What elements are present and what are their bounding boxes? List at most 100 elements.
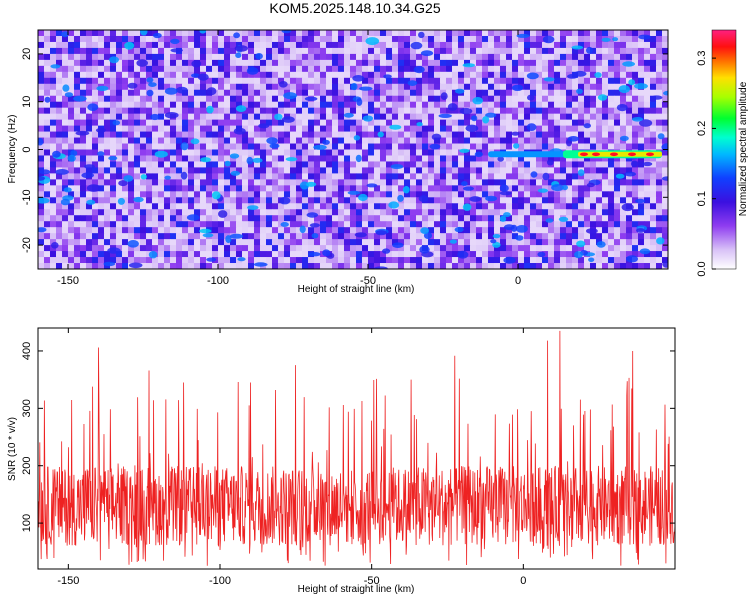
heatmap-cell <box>38 59 45 67</box>
heatmap-cell <box>374 101 381 109</box>
heatmap-cell <box>188 179 195 186</box>
heatmap-cell <box>248 95 255 103</box>
heatmap-cell <box>368 179 375 186</box>
heatmap-cell <box>296 215 303 222</box>
heatmap-cell <box>362 53 369 61</box>
heatmap-cell <box>110 107 117 115</box>
heatmap-cell <box>548 83 555 91</box>
heatmap-cell <box>212 59 219 67</box>
heatmap-cell <box>488 89 495 97</box>
heatmap-cell <box>434 35 441 43</box>
heatmap-cell <box>224 101 231 109</box>
heatmap-cell <box>122 221 129 228</box>
heatmap-cell <box>452 77 459 85</box>
heatmap-cell <box>644 77 651 85</box>
heatmap-cell <box>446 119 453 127</box>
heatmap-cell <box>338 251 345 258</box>
heatmap-cell <box>602 173 609 180</box>
heatmap-cell <box>152 203 159 210</box>
heatmap-cell <box>548 173 555 180</box>
heatmap-cell <box>194 263 201 269</box>
heatmap-cell <box>92 221 99 228</box>
heatmap-blob <box>499 184 509 192</box>
heatmap-cell <box>74 263 81 269</box>
heatmap-cell <box>218 149 225 156</box>
heatmap-cell <box>416 173 423 180</box>
heatmap-cell <box>248 137 255 144</box>
heatmap-cell <box>218 215 225 222</box>
heatmap-cell <box>254 35 261 43</box>
heatmap-cell <box>140 119 147 127</box>
heatmap-cell <box>536 71 543 79</box>
heatmap-cell <box>644 47 651 55</box>
heatmap-cell <box>614 227 621 234</box>
heatmap-cell <box>98 89 105 97</box>
heatmap-cell <box>56 251 63 258</box>
heatmap-cell <box>254 161 261 168</box>
heatmap-cell <box>458 113 465 121</box>
heatmap-cell <box>572 119 579 127</box>
heatmap-cell <box>332 149 339 156</box>
heatmap-cell <box>104 257 111 264</box>
heatmap-cell <box>392 47 399 55</box>
heatmap-cell <box>650 215 657 222</box>
heatmap-cell <box>572 47 579 55</box>
heatmap-cell <box>584 155 591 162</box>
heatmap-cell <box>146 125 153 132</box>
heatmap-cell <box>92 161 99 168</box>
heatmap-cell <box>86 203 93 210</box>
y-tick-label: 100 <box>21 514 33 532</box>
heatmap-cell <box>254 113 261 121</box>
heatmap-cell <box>224 167 231 174</box>
heatmap-cell <box>218 185 225 192</box>
heatmap-blob <box>454 226 464 233</box>
heatmap-cell <box>80 30 87 37</box>
heatmap-cell <box>518 71 525 79</box>
heatmap-cell <box>656 191 663 198</box>
heatmap-cell <box>116 131 123 138</box>
heatmap-cell <box>80 155 87 162</box>
heatmap-cell <box>332 203 339 210</box>
heatmap-cell <box>314 179 321 186</box>
heatmap-blob <box>630 160 638 168</box>
heatmap-cell <box>512 59 519 67</box>
heatmap-cell <box>596 65 603 73</box>
heatmap-cell <box>278 30 285 37</box>
heatmap-cell <box>266 77 273 85</box>
heatmap-cell <box>362 173 369 180</box>
heatmap-cell <box>554 173 561 180</box>
heatmap-cell <box>434 77 441 85</box>
heatmap-cell <box>200 167 207 174</box>
heatmap-cell <box>512 101 519 109</box>
heatmap-cell <box>260 113 267 121</box>
heatmap-cell <box>572 245 579 252</box>
heatmap-cell <box>410 71 417 79</box>
heatmap-cell <box>482 167 489 174</box>
heatmap-cell <box>170 53 177 61</box>
heatmap-cell <box>260 137 267 144</box>
heatmap-blob <box>148 82 157 87</box>
heatmap-cell <box>524 113 531 121</box>
heatmap-cell <box>92 71 99 79</box>
heatmap-cell <box>140 161 147 168</box>
heatmap-cell <box>662 119 668 127</box>
heatmap-cell <box>122 209 129 216</box>
heatmap-blob <box>516 33 530 38</box>
heatmap-cell <box>548 137 555 144</box>
heatmap-cell <box>608 113 615 121</box>
heatmap-cell <box>446 173 453 180</box>
heatmap-cell <box>548 41 555 49</box>
heatmap-cell <box>122 47 129 55</box>
heatmap-cell <box>326 131 333 138</box>
heatmap-cell <box>572 263 579 269</box>
heatmap-cell <box>446 251 453 258</box>
heatmap-cell <box>68 30 75 37</box>
heatmap-cell <box>110 167 117 174</box>
heatmap-cell <box>320 65 327 73</box>
heatmap-cell <box>368 251 375 258</box>
heatmap-cell <box>554 257 561 264</box>
heatmap-cell <box>572 239 579 246</box>
heatmap-cell <box>512 197 519 204</box>
heatmap-cell <box>560 221 567 228</box>
heatmap-cell <box>536 257 543 264</box>
